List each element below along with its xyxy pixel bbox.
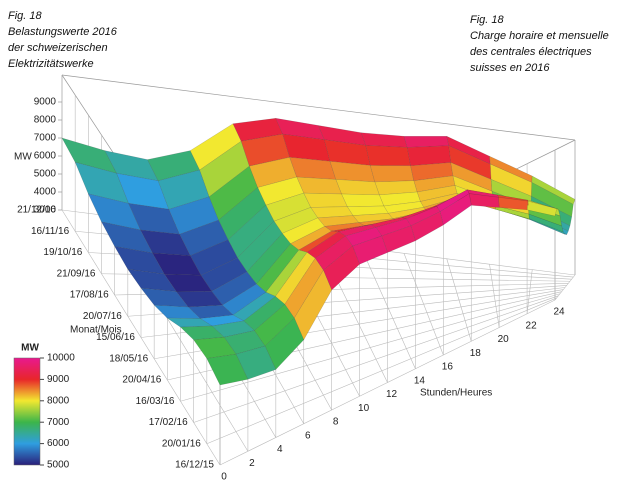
x-tick-label: 12 — [386, 389, 398, 400]
colorbar-tick-label: 9000 — [47, 374, 70, 385]
y-tick-label: 17/02/16 — [149, 417, 188, 428]
x-tick-label: 22 — [526, 320, 538, 331]
y-tick-label: 16/12/15 — [175, 460, 214, 471]
grid-line — [206, 297, 557, 445]
surface-cell — [403, 136, 450, 148]
grid-line — [180, 293, 561, 402]
z-tick-label: 7000 — [34, 133, 57, 144]
colorbar-tick-label: 8000 — [47, 395, 70, 406]
colorbar-tick-label: 5000 — [47, 460, 70, 471]
y-tick-label: 20/07/16 — [83, 311, 122, 322]
z-tick-label: 9000 — [34, 97, 57, 108]
colorbar-tick-label: 6000 — [47, 438, 70, 449]
surface-cell — [206, 353, 249, 386]
x-tick-label: 2 — [249, 458, 255, 469]
subtitle-line: des centrales électriques — [470, 46, 592, 58]
surface-cell — [341, 193, 385, 207]
z-tick-label: 3000 — [34, 205, 57, 216]
box-edge — [61, 74, 576, 141]
surface-cell — [407, 145, 452, 167]
surface-cell — [406, 206, 441, 227]
surface-cell — [193, 336, 237, 359]
y-tick-label: 15/06/16 — [96, 332, 135, 343]
title-de: Fig. 18 Belastungswerte 2016 der schweiz… — [8, 10, 118, 70]
y-axis-label: Monat/Mois — [70, 325, 122, 336]
surface-cell — [497, 194, 529, 202]
title-line: Belastungswerte 2016 — [8, 26, 118, 38]
subtitle-line: Fig. 18 — [470, 14, 505, 26]
colorbar — [13, 357, 41, 466]
title-line: Fig. 18 — [8, 10, 43, 22]
surface-cell — [254, 304, 295, 347]
subtitle-line: Charge horaire et mensuelle — [470, 30, 609, 42]
title-line: Elektrizitätswerke — [8, 58, 94, 70]
box-edge — [554, 139, 576, 151]
x-tick-label: 6 — [305, 430, 311, 441]
z-tick-label: 6000 — [34, 151, 57, 162]
y-tick-label: 18/05/16 — [109, 353, 148, 364]
y-tick-label: 21/09/16 — [57, 268, 96, 279]
surface-cell — [317, 215, 360, 227]
z-tick-label: 8000 — [34, 115, 57, 126]
y-tick-label: 16/11/16 — [31, 226, 70, 237]
colorbar-title: MW — [21, 343, 39, 354]
surface-cell — [379, 191, 421, 207]
surface-cell — [413, 175, 456, 193]
y-tick-label: 17/08/16 — [70, 290, 109, 301]
x-tick-label: 10 — [358, 403, 370, 414]
surface-cell — [494, 205, 530, 219]
surface-cell — [352, 235, 388, 265]
surface-cell — [127, 268, 177, 292]
surface-cell — [153, 304, 201, 319]
surface-cell — [101, 221, 153, 254]
surface-cell — [303, 192, 348, 208]
surface-cell — [335, 179, 380, 196]
x-tick-label: 4 — [277, 444, 283, 455]
surface-cell — [374, 180, 418, 196]
colorbar-tick-label: 10000 — [47, 353, 75, 364]
x-tick-label: 16 — [442, 362, 454, 373]
grid-line — [193, 295, 559, 423]
surface-cell — [531, 175, 576, 205]
colorbar-tick-label: 7000 — [47, 417, 70, 428]
z-axis-label: MW — [14, 152, 32, 163]
surface-cell — [290, 226, 332, 251]
surface-cell — [365, 145, 411, 167]
y-tick-label: 20/04/16 — [122, 375, 161, 386]
x-tick-label: 0 — [221, 472, 227, 483]
surface-cell — [296, 176, 342, 195]
x-tick-label: 20 — [498, 334, 510, 345]
surface-cell — [175, 290, 223, 308]
x-tick-label: 18 — [470, 348, 482, 359]
z-tick-label: 5000 — [34, 169, 57, 180]
surface-cell — [152, 252, 202, 276]
y-tick-label: 21/12/16 — [17, 205, 56, 216]
y-tick-label: 16/03/16 — [136, 396, 175, 407]
y-tick-label: 19/10/16 — [43, 247, 82, 258]
z-tick-label: 4000 — [34, 187, 57, 198]
surface-cell — [257, 176, 304, 206]
surface — [61, 118, 576, 386]
subtitle-line: suisses en 2016 — [470, 62, 550, 74]
y-tick-label: 20/01/16 — [162, 438, 201, 449]
surface-cell — [331, 224, 371, 232]
x-tick-label: 8 — [333, 417, 339, 428]
surface-cell — [370, 165, 415, 183]
x-tick-label: 14 — [414, 375, 426, 386]
title-line: der schweizerischen — [8, 42, 108, 54]
title-fr: Fig. 18 Charge horaire et mensuelle des … — [470, 14, 609, 74]
surface-cell — [345, 227, 383, 247]
surface-cell — [361, 132, 408, 148]
x-tick-label: 24 — [553, 307, 565, 318]
x-axis-label: Stunden/Heures — [420, 388, 492, 399]
surface-cell — [166, 317, 213, 328]
grid-line — [219, 299, 556, 466]
